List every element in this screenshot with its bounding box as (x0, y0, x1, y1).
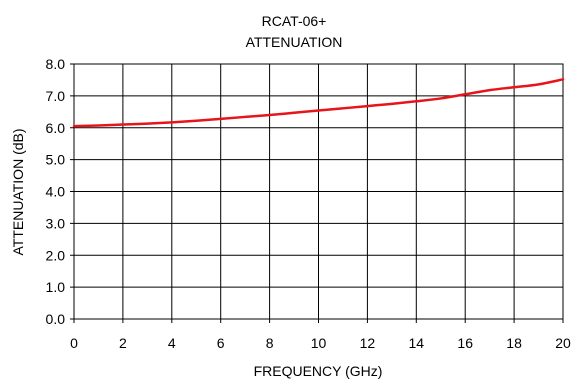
x-tick-label: 4 (168, 335, 176, 351)
x-axis-label: FREQUENCY (GHz) (254, 363, 383, 379)
attenuation-series-line (72, 78, 565, 128)
x-tick-label: 16 (457, 335, 473, 351)
y-tick-label: 4.0 (46, 184, 66, 200)
chart-title: RCAT-06+ ATTENUATION (246, 13, 343, 50)
y-tick-label: 2.0 (46, 247, 66, 263)
x-tick-label: 20 (555, 335, 571, 351)
y-tick-label: 1.0 (46, 279, 66, 295)
y-tick-label: 5.0 (46, 152, 66, 168)
x-tick-label: 18 (506, 335, 522, 351)
y-axis-ticks: 0.0 1.0 2.0 3.0 4.0 5.0 6.0 7.0 8.0 (46, 56, 66, 327)
chart-title-line-2: ATTENUATION (246, 34, 343, 50)
y-tick-label: 7.0 (46, 88, 66, 104)
plot-area-frame (73, 63, 564, 320)
chart-title-line-1: RCAT-06+ (262, 13, 327, 29)
x-tick-label: 2 (119, 335, 127, 351)
x-tick-label: 8 (266, 335, 274, 351)
x-tick-label: 0 (70, 335, 78, 351)
y-tick-label: 0.0 (46, 311, 66, 327)
x-tick-label: 14 (409, 335, 425, 351)
x-tick-label: 10 (311, 335, 327, 351)
y-tick-label: 6.0 (46, 120, 66, 136)
grid (70, 63, 564, 323)
x-tick-label: 12 (360, 335, 376, 351)
y-tick-label: 8.0 (46, 56, 66, 72)
y-tick-label: 3.0 (46, 215, 66, 231)
x-tick-label: 6 (217, 335, 225, 351)
x-axis-ticks: 0 2 4 6 8 10 12 14 16 18 20 (70, 335, 571, 351)
y-axis-label: ATTENUATION (dB) (10, 128, 26, 255)
series-group (72, 78, 565, 128)
